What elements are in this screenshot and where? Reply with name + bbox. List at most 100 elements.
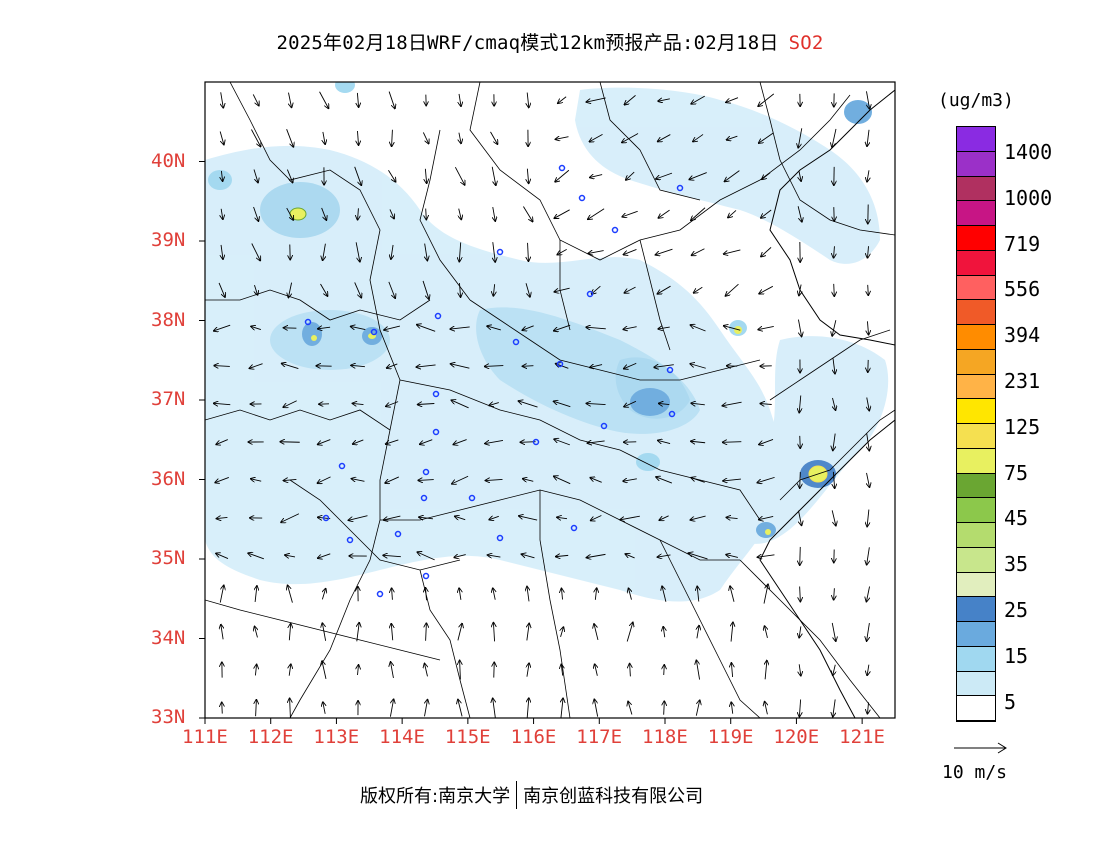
wind-reference-label: 10 m/s — [942, 762, 1008, 783]
wind-vector — [248, 553, 264, 560]
lon-tick-label: 111E — [182, 726, 228, 748]
wind-vector — [459, 588, 461, 600]
wind-vector — [726, 517, 738, 518]
wind-vector — [765, 702, 768, 715]
wind-vector — [594, 699, 599, 717]
wind-vector — [799, 395, 801, 412]
wind-vector — [318, 553, 331, 558]
wind-vector — [420, 439, 433, 445]
station-marker — [676, 184, 684, 192]
wind-vector — [797, 206, 802, 222]
wind-vector — [798, 510, 801, 526]
wind-vector — [453, 439, 467, 445]
lon-tick-label: 117E — [576, 726, 623, 748]
wind-vector — [490, 131, 497, 144]
wind-vector — [658, 209, 670, 218]
wind-vector — [726, 97, 739, 103]
wind-vector — [253, 169, 258, 183]
wind-vector — [286, 169, 292, 183]
lat-tick-label: 36N — [151, 467, 186, 490]
wind-vector — [281, 513, 300, 523]
wind-vector — [691, 478, 705, 483]
wind-vector — [689, 172, 707, 180]
wind-vector — [460, 661, 461, 680]
wind-vector — [289, 664, 291, 676]
wind-vector — [251, 326, 262, 329]
wind-vector — [726, 283, 739, 296]
wind-vector — [519, 516, 538, 521]
legend-label: 45 — [1004, 506, 1029, 531]
station-marker — [370, 328, 378, 336]
legend-swatch — [957, 300, 995, 325]
wind-vector — [693, 134, 704, 141]
legend-swatch — [957, 275, 995, 301]
wind-vector — [451, 400, 469, 409]
wind-vector — [426, 208, 427, 220]
station-marker — [532, 438, 540, 446]
legend-swatch — [957, 523, 995, 548]
legend-swatch — [957, 448, 995, 474]
wind-vector — [454, 166, 464, 185]
wind-vector — [726, 555, 738, 558]
wind-vector — [799, 626, 801, 637]
legend-label: 231 — [1004, 369, 1041, 393]
station-marker — [304, 318, 312, 326]
wind-vector — [628, 702, 633, 715]
wind-vector — [797, 319, 801, 337]
wind-vector — [624, 95, 636, 104]
wind-vector — [690, 515, 706, 520]
lon-tick-label: 113E — [313, 726, 360, 748]
wind-vector — [658, 440, 671, 443]
wind-vector — [527, 587, 529, 602]
wind-vector — [554, 401, 571, 408]
wind-vector — [383, 555, 401, 556]
wind-vector — [221, 92, 224, 107]
wind-vector — [590, 478, 602, 483]
wind-vector — [422, 280, 429, 299]
station-marker — [556, 360, 564, 368]
station-marker — [570, 524, 578, 532]
wind-vector — [727, 135, 738, 140]
legend-swatch — [957, 176, 995, 202]
wind-vector — [485, 440, 504, 443]
wind-vector — [416, 365, 436, 367]
legend-label: 75 — [1004, 460, 1029, 485]
legend-swatch — [957, 226, 995, 251]
lat-tick-label: 33N — [151, 706, 186, 728]
wind-vector — [319, 91, 329, 109]
wind-vector — [759, 285, 774, 293]
wind-vector — [358, 208, 359, 219]
wind-vector — [798, 128, 803, 147]
wind-vector — [459, 93, 461, 106]
wind-vector — [757, 476, 775, 482]
wind-vector — [595, 664, 598, 676]
wind-vector — [487, 326, 501, 331]
wind-vector — [493, 698, 496, 718]
wind-vector — [454, 555, 466, 558]
wind-vector — [554, 287, 570, 292]
wind-vector — [867, 509, 869, 527]
station-marker — [322, 514, 330, 522]
wind-vector — [255, 586, 257, 602]
wind-vector — [289, 624, 290, 641]
wind-vector — [800, 472, 801, 488]
wind-vector — [658, 327, 670, 329]
wind-vector — [251, 129, 260, 147]
wind-vector — [554, 209, 570, 218]
wind-vector — [323, 702, 325, 714]
wind-vector-field — [214, 91, 870, 718]
wind-vector — [692, 248, 705, 256]
wind-vector — [595, 588, 596, 600]
legend-label: 719 — [1004, 231, 1041, 256]
wind-vector — [320, 283, 327, 296]
legend-swatch — [957, 547, 995, 573]
wind-vector — [868, 284, 869, 295]
station-marker — [346, 536, 354, 544]
wind-vector — [489, 403, 499, 406]
lon-tick-label: 115E — [444, 726, 491, 748]
wind-vector — [694, 286, 703, 293]
wind-vector — [357, 92, 358, 107]
wind-vector — [731, 702, 732, 714]
wind-vector — [426, 623, 427, 641]
